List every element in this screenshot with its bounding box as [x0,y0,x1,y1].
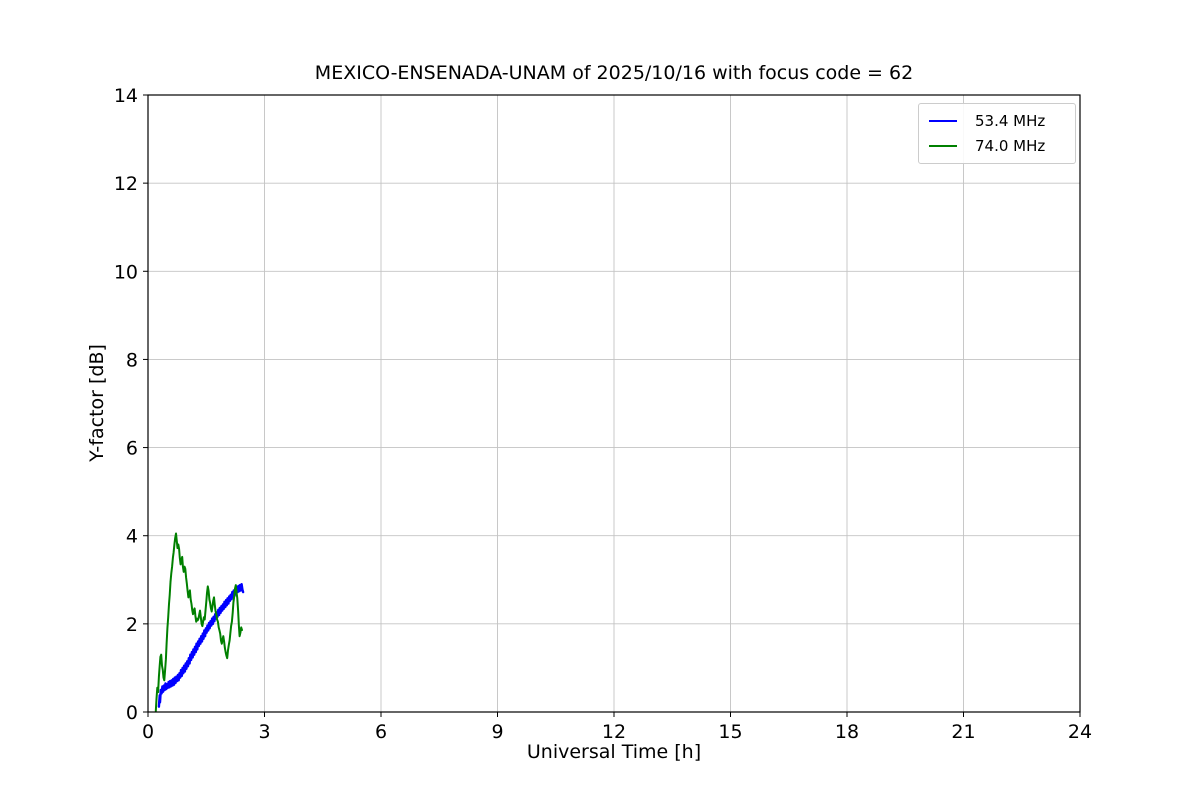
x-tick-label: 12 [602,721,626,743]
x-tick-label: 6 [375,721,387,743]
legend-swatch [929,144,957,148]
x-tick-label: 24 [1068,721,1092,743]
y-tick-label: 14 [114,85,138,107]
series-line-0 [157,583,245,708]
y-tick-label: 4 [126,526,138,548]
x-tick-label: 15 [718,721,742,743]
x-tick-label: 9 [491,721,503,743]
x-tick-label: 18 [835,721,859,743]
series-line-1 [154,532,243,713]
legend-label: 53.4 MHz [975,112,1046,130]
x-tick-label: 3 [258,721,270,743]
legend-label: 74.0 MHz [975,137,1046,155]
x-tick-label: 0 [142,721,154,743]
legend-swatch [929,119,957,123]
legend: 53.4 MHz 74.0 MHz [918,103,1076,164]
y-axis-label: Y-factor [dB] [86,344,108,462]
x-tick-label: 21 [951,721,975,743]
y-tick-label: 12 [114,173,138,195]
legend-entry: 53.4 MHz [929,112,1065,130]
y-tick-label: 0 [126,702,138,724]
y-tick-label: 6 [126,438,138,460]
x-axis-label: Universal Time [h] [526,741,702,763]
y-tick-label: 8 [126,349,138,371]
chart-title: MEXICO-ENSENADA-UNAM of 2025/10/16 with … [314,62,914,84]
y-tick-label: 2 [126,614,138,636]
legend-entry: 74.0 MHz [929,137,1065,155]
y-tick-label: 10 [114,261,138,283]
